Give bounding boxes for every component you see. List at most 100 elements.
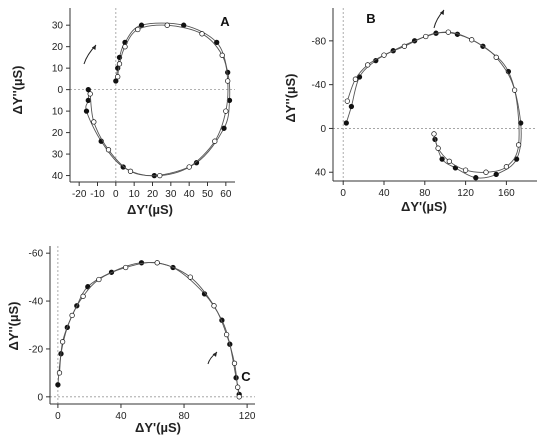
- y-tick-label: 30: [52, 21, 64, 32]
- x-tick-label: 40: [378, 188, 390, 199]
- data-point-open: [515, 142, 522, 148]
- data-point-open: [445, 29, 451, 35]
- x-tick-label: 80: [419, 188, 431, 199]
- data-point-open: [123, 264, 129, 271]
- x-tick-label: 40: [184, 189, 196, 200]
- panel-letter: B: [366, 11, 375, 26]
- y-tick-label: 10: [52, 64, 64, 75]
- data-point-open: [199, 31, 205, 37]
- y-tick-label: 40: [52, 171, 64, 182]
- y-tick-label: -40: [312, 80, 327, 91]
- panel-c: 0 40 80 120 0 -20 -40 -60 ΔY'(µS) ΔY''(µS) C: [6, 246, 256, 435]
- data-point-filled: [214, 39, 220, 46]
- data-point-open: [186, 164, 192, 170]
- data-point-open: [435, 145, 441, 151]
- panel-letter: C: [241, 369, 251, 384]
- data-point-filled: [138, 22, 145, 28]
- data-point-filled: [439, 156, 445, 162]
- data-point-open: [212, 138, 218, 144]
- data-point-open: [223, 108, 229, 114]
- series-open-line: [59, 261, 240, 397]
- x-tick-label: -20: [72, 189, 87, 200]
- x-tick-label: 120: [239, 411, 256, 422]
- data-point-open: [122, 44, 128, 50]
- data-point-filled: [85, 284, 91, 290]
- data-point-filled: [343, 120, 349, 126]
- data-point-open: [446, 158, 452, 164]
- x-tick-label: -10: [90, 189, 105, 200]
- data-point-open: [235, 384, 241, 390]
- y-tick-label: -20: [29, 344, 44, 355]
- data-point-filled: [225, 69, 231, 76]
- data-point-filled: [83, 108, 90, 114]
- x-tick-label: 10: [129, 189, 141, 200]
- panel-b: 0 40 80 120 160 40 0 -40 -80 ΔY'(µS) ΔY''(µS) B: [283, 8, 537, 214]
- data-point-open: [511, 87, 518, 93]
- y-axis-label: ΔY''(µS): [283, 73, 298, 122]
- data-point-open: [91, 119, 97, 125]
- x-axis-label: ΔY'(µS): [401, 199, 447, 214]
- y-tick-label: 30: [52, 150, 64, 161]
- data-point-filled: [55, 382, 61, 388]
- data-point-open: [431, 131, 437, 137]
- data-point-open: [56, 370, 63, 376]
- x-tick-label: 160: [498, 188, 515, 199]
- data-point-filled: [193, 160, 200, 166]
- direction-arrowhead: [91, 45, 96, 50]
- data-point-filled: [85, 86, 91, 93]
- data-point-open: [80, 293, 86, 299]
- y-tick-label: -80: [312, 36, 327, 47]
- x-tick-label: 0: [55, 411, 61, 422]
- x-tick-label: 20: [147, 189, 159, 200]
- y-tick-label: 20: [52, 42, 64, 53]
- y-tick-label: 0: [37, 392, 43, 403]
- data-point-filled: [138, 260, 145, 266]
- data-point-open: [225, 78, 231, 84]
- panel-letter: A: [220, 14, 230, 29]
- data-point-open: [462, 167, 469, 173]
- data-point-filled: [113, 78, 119, 84]
- panel-a: -20 -10 0 10 20 30 40 50 60 40 30 20 10 0 10 20 30 ΔY'(µS…: [10, 8, 235, 217]
- series-open-line: [89, 24, 229, 177]
- data-point-filled: [85, 97, 91, 104]
- series-filled-line: [57, 262, 240, 395]
- data-point-open: [59, 339, 66, 345]
- data-point-open: [157, 172, 163, 179]
- y-tick-label: 40: [315, 168, 327, 179]
- x-axis-label: ΔY'(µS): [135, 420, 181, 435]
- series-filled-line: [345, 32, 522, 179]
- data-point-open: [469, 37, 475, 43]
- data-point-open: [483, 169, 489, 175]
- y-tick-label: 0: [57, 85, 63, 96]
- data-point-open: [96, 276, 102, 283]
- series-filled-line: [85, 22, 231, 177]
- x-tick-label: 80: [178, 411, 190, 422]
- data-point-filled: [221, 125, 227, 131]
- x-tick-label: 0: [340, 188, 346, 199]
- data-point-open: [381, 52, 387, 58]
- data-point-open: [87, 91, 93, 97]
- x-tick-label: 120: [457, 188, 474, 199]
- data-point-open: [116, 61, 123, 67]
- data-point-open: [423, 33, 429, 40]
- data-point-open: [187, 274, 193, 280]
- data-point-open: [365, 62, 371, 68]
- y-axis-label: ΔY''(µS): [10, 65, 25, 114]
- data-point-open: [105, 147, 112, 153]
- y-tick-label: 20: [52, 128, 64, 139]
- x-tick-label: 40: [115, 411, 127, 422]
- data-point-open: [344, 98, 350, 104]
- direction-arrowhead: [212, 352, 217, 357]
- data-point-filled: [473, 175, 479, 181]
- x-tick-label: 30: [165, 189, 177, 200]
- data-point-open: [223, 331, 230, 338]
- data-point-open: [352, 76, 359, 82]
- data-point-open: [401, 43, 408, 49]
- data-point-open: [236, 394, 242, 400]
- data-point-open: [219, 52, 225, 58]
- data-point-filled: [348, 103, 355, 110]
- y-tick-label: -40: [29, 297, 44, 308]
- data-point-open: [493, 54, 499, 60]
- y-axis-label: ΔY''(µS): [6, 301, 21, 350]
